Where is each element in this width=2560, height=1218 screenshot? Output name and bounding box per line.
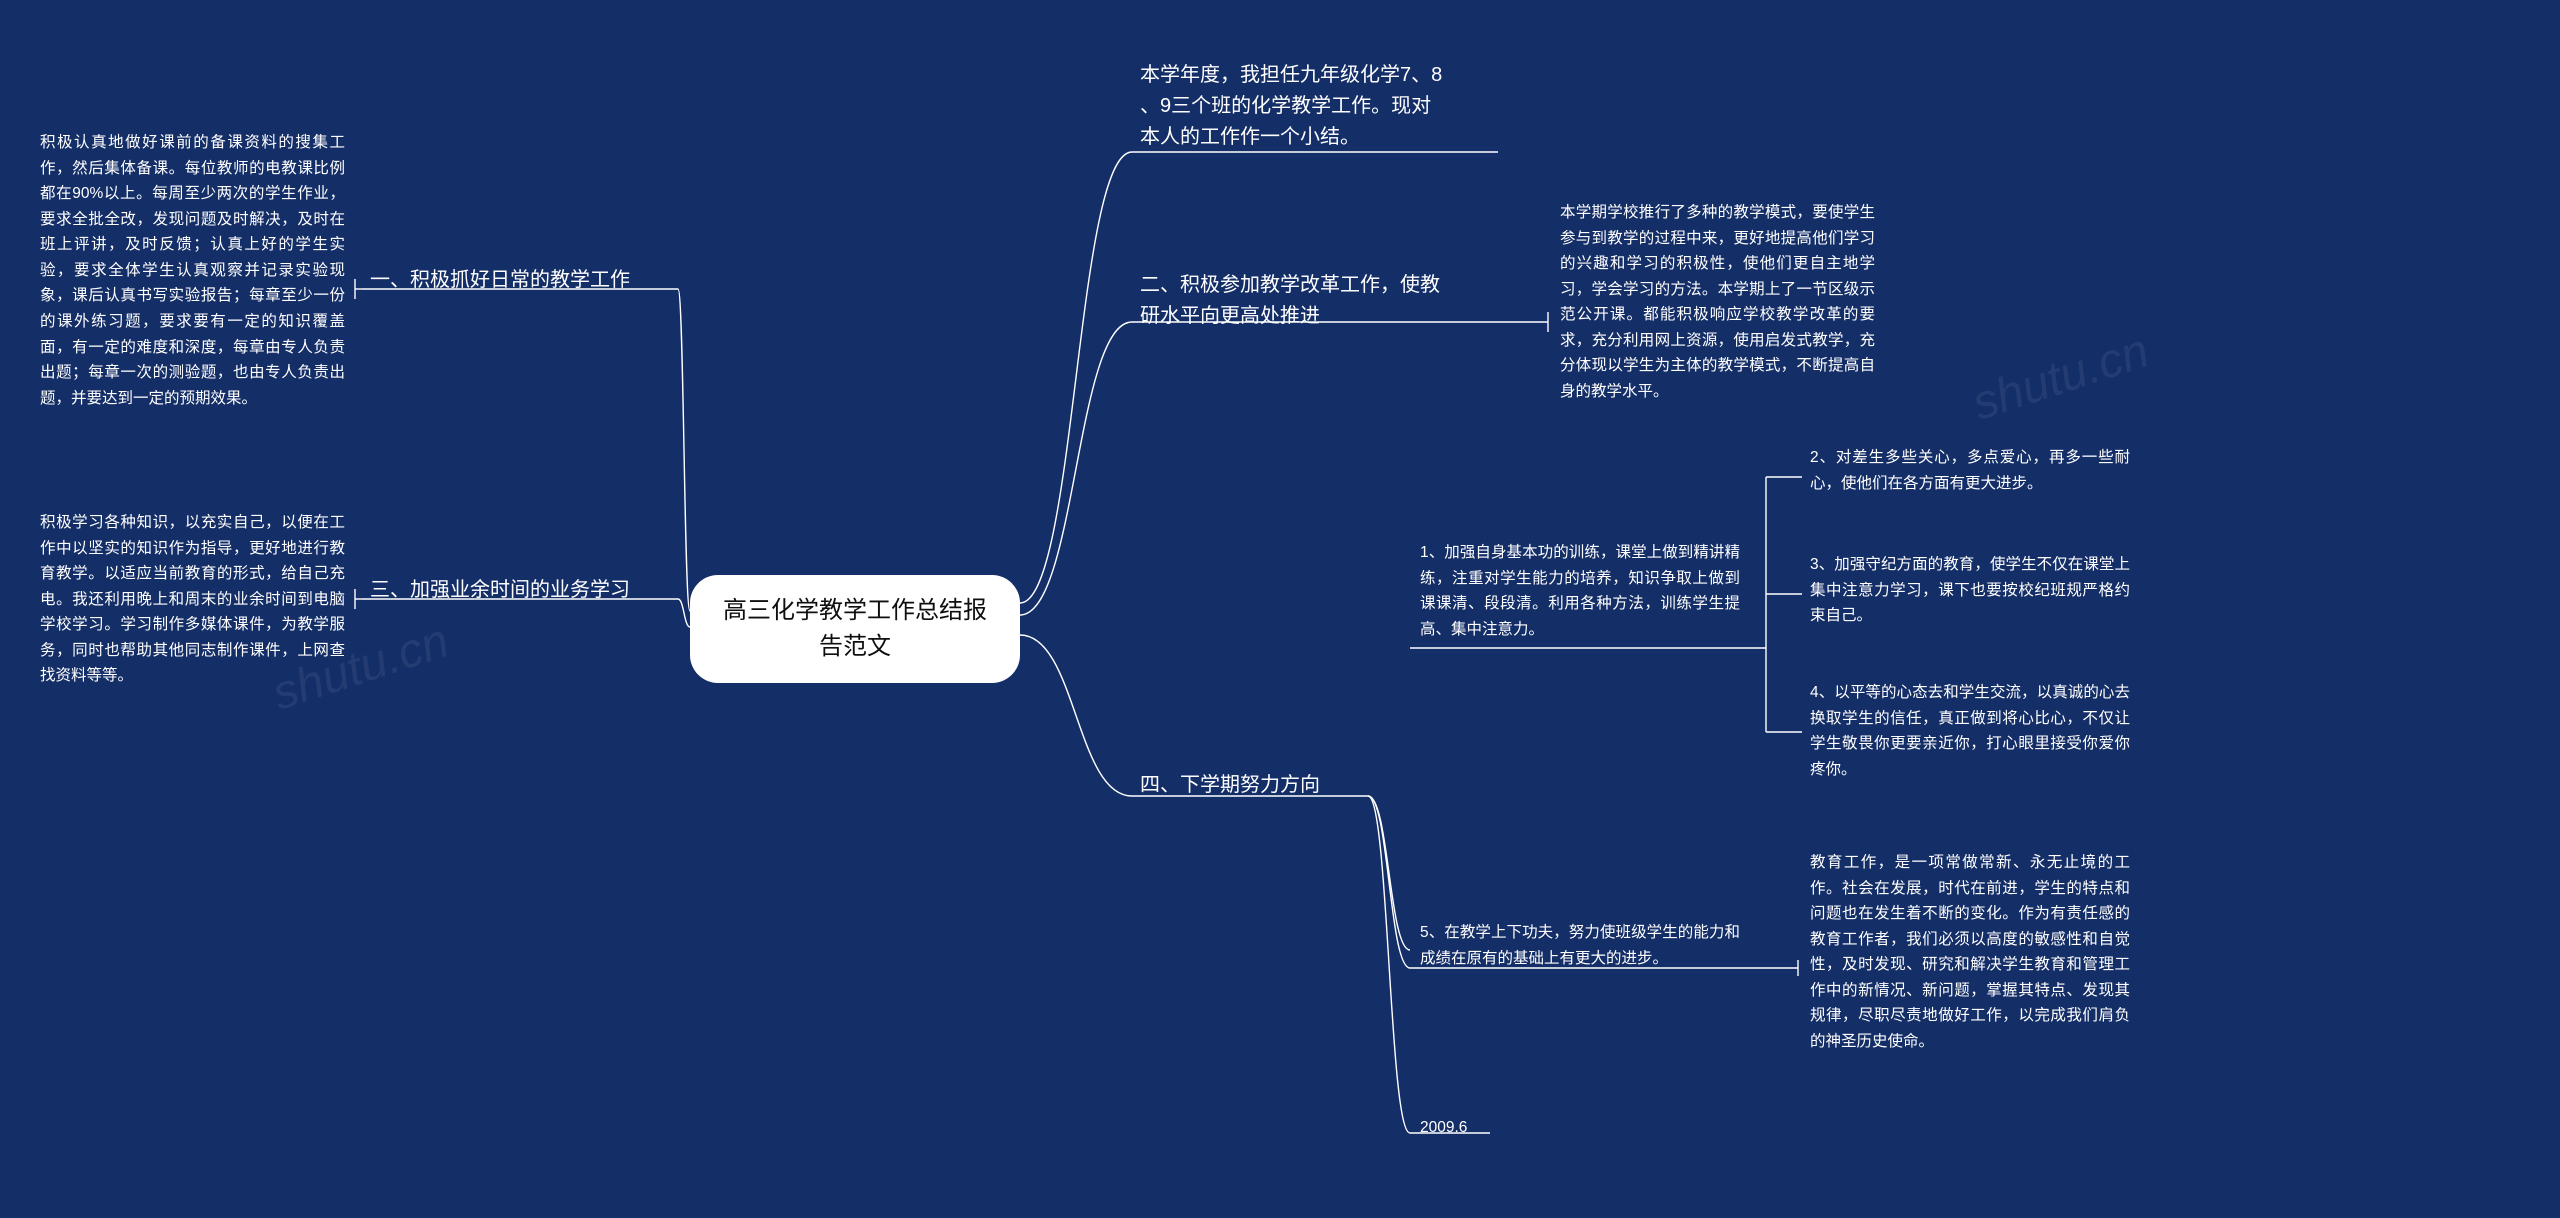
mindmap-root: 高三化学教学工作总结报 告范文 xyxy=(690,575,1020,683)
branch-2-leaf: 本学期学校推行了多种的教学模式，要使学生参与到教学的过程中来，更好地提高他们学习… xyxy=(1560,200,1875,405)
branch-1: 一、积极抓好日常的教学工作 xyxy=(370,265,670,296)
branch-4-child-5: 5、在教学上下功夫，努力使班级学生的能力和成绩在原有的基础上有更大的进步。 xyxy=(1420,920,1740,971)
canvas-bg xyxy=(0,0,2560,1218)
branch-4-child-1-sub-4: 4、以平等的心态去和学生交流，以真诚的心去换取学生的信任，真正做到将心比心，不仅… xyxy=(1810,680,2130,782)
branch-4: 四、下学期努力方向 xyxy=(1140,770,1360,801)
branch-intro: 本学年度，我担任九年级化学7、8 、9三个班的化学教学工作。现对 本人的工作作一… xyxy=(1140,60,1490,153)
branch-4-child-1: 1、加强自身基本功的训练，课堂上做到精讲精练，注重对学生能力的培养，知识争取上做… xyxy=(1420,540,1740,642)
branch-1-leaf: 积极认真地做好课前的备课资料的搜集工作，然后集体备课。每位教师的电教课比例都在9… xyxy=(40,130,345,411)
branch-4-child-5-sub: 教育工作，是一项常做常新、永无止境的工作。社会在发展，时代在前进，学生的特点和问… xyxy=(1810,850,2130,1055)
branch-3: 三、加强业余时间的业务学习 xyxy=(370,575,670,606)
branch-2: 二、积极参加教学改革工作，使教 研水平向更高处推进 xyxy=(1140,270,1490,332)
branch-4-child-1-sub-3: 3、加强守纪方面的教育，使学生不仅在课堂上集中注意力学习，课下也要按校纪班规严格… xyxy=(1810,552,2130,629)
branch-4-child-1-sub-2: 2、对差生多些关心，多点爱心，再多一些耐心，使他们在各方面有更大进步。 xyxy=(1810,445,2130,496)
branch-4-child-date: 2009.6 xyxy=(1420,1115,1520,1141)
branch-3-leaf: 积极学习各种知识，以充实自己，以便在工作中以坚实的知识作为指导，更好地进行教育教… xyxy=(40,510,345,689)
